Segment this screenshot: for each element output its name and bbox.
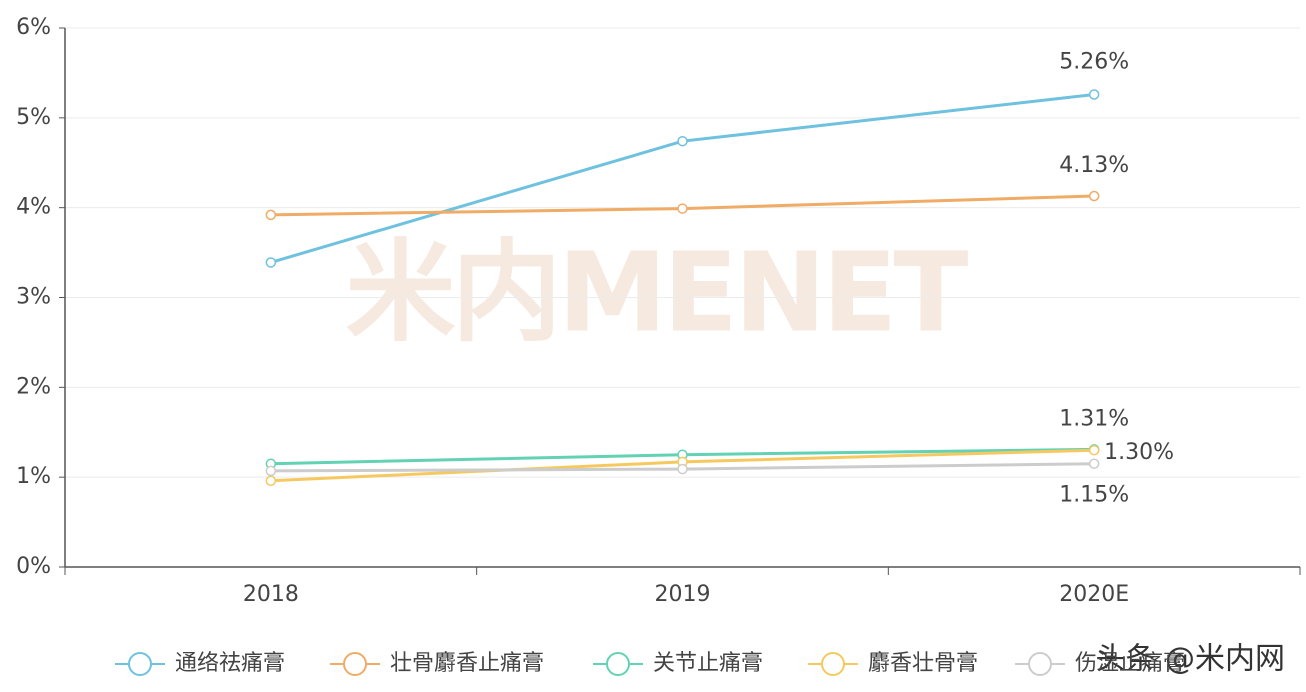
point [265, 209, 277, 221]
legend-marker [821, 652, 845, 676]
legend-label: 壮骨麝香止痛膏 [390, 651, 544, 676]
legend-marker [128, 652, 152, 676]
watermark: 米内MENET [346, 228, 969, 356]
point [1088, 89, 1100, 100]
legend-marker [343, 652, 367, 676]
legend-label: 关节止痛膏 [653, 651, 763, 676]
y-tick-label: 4% [16, 195, 51, 220]
value-label: 1.31% [1059, 406, 1129, 431]
y-tick-label: 6% [16, 15, 51, 40]
point [1088, 444, 1100, 456]
y-tick-label: 5% [16, 105, 51, 130]
x-tick-label: 2020E [1059, 582, 1129, 607]
x-tick-label: 2019 [655, 582, 711, 607]
value-label: 1.30% [1104, 440, 1174, 465]
x-tick-label: 2018 [243, 582, 299, 607]
legend-label: 麝香壮骨膏 [868, 651, 978, 676]
point [1088, 190, 1100, 202]
credit: 头条 @米内网 [1095, 642, 1285, 677]
point [677, 135, 688, 147]
point [1088, 458, 1100, 469]
legend-marker [606, 652, 630, 676]
point [265, 475, 277, 487]
y-tick-label: 3% [16, 285, 51, 310]
point [677, 463, 688, 475]
legend-marker [1028, 652, 1052, 676]
point [265, 257, 277, 268]
y-tick-label: 0% [16, 554, 51, 579]
legend-label: 伤湿止痛膏 [1075, 651, 1185, 676]
point [265, 465, 277, 477]
legend-label: 通络祛痛膏 [175, 651, 285, 676]
value-label: 1.15% [1059, 483, 1129, 508]
value-label: 5.26% [1059, 49, 1129, 74]
value-label: 4.13% [1059, 153, 1129, 178]
y-tick-label: 2% [16, 374, 51, 399]
point [677, 203, 688, 214]
y-tick-label: 1% [16, 464, 51, 489]
